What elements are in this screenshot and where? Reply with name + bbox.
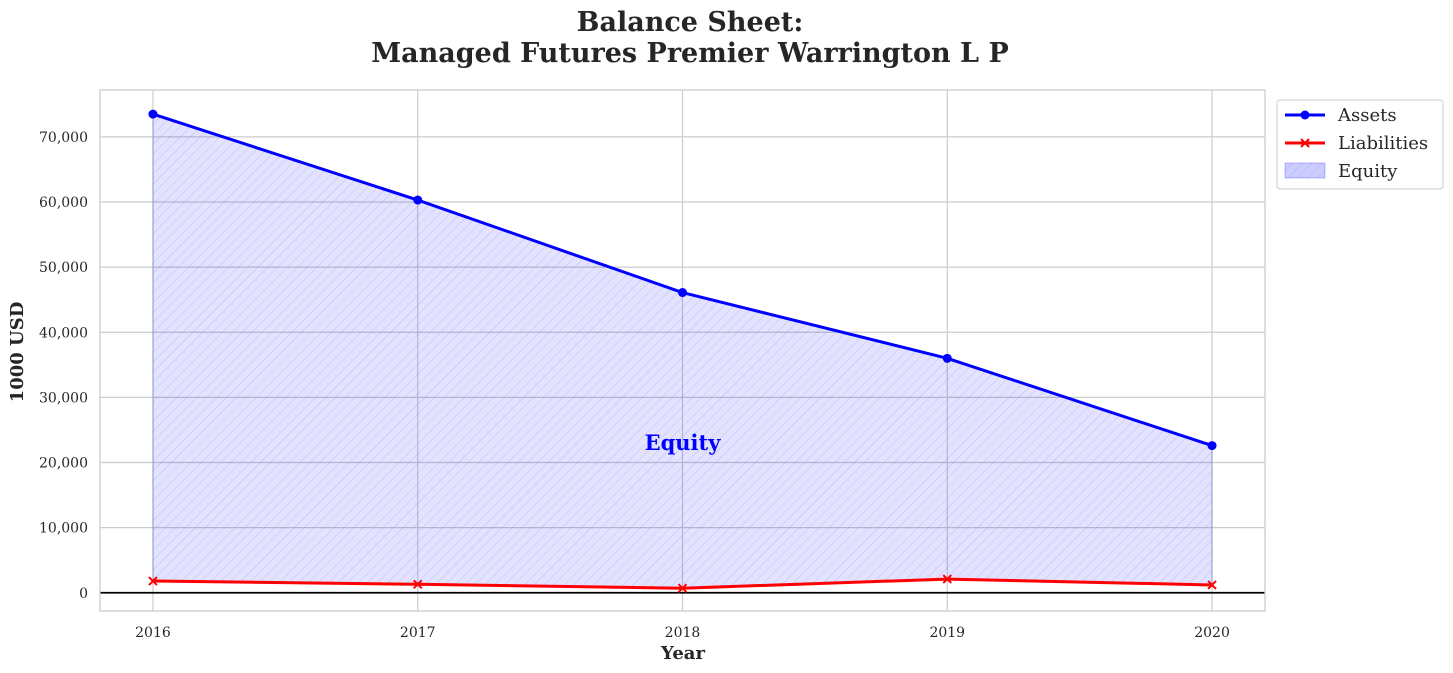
- assets-point: [678, 288, 687, 298]
- y-axis-label: 1000 USD: [7, 302, 28, 403]
- liabilities-point: [677, 583, 688, 593]
- legend-assets-marker: [1300, 110, 1310, 120]
- legend-liabilities-label: Liabilities: [1338, 133, 1428, 154]
- plot-frame: [99, 89, 1266, 612]
- y-axis-ticks: 0 10,000 20,000 30,000 40,000 50,000 60,000 70,…: [39, 130, 88, 602]
- x-axis-ticks: 2016 2017 2018 2019 2020: [135, 625, 1230, 641]
- plot-area: Equity: [99, 89, 1266, 612]
- liabilities-point: [1207, 580, 1217, 590]
- assets-point: [413, 195, 423, 205]
- x-axis-label: Year: [660, 643, 705, 664]
- y-tick-label: 60,000: [39, 195, 88, 211]
- x-tick-label: 2018: [665, 625, 701, 641]
- chart-title-line-1: Balance Sheet:: [577, 7, 804, 38]
- assets-point: [942, 353, 952, 363]
- series-lines: [148, 109, 1217, 593]
- legend-assets-label: Assets: [1337, 105, 1397, 126]
- x-tick-label: 2016: [135, 625, 171, 641]
- y-tick-label: 70,000: [39, 130, 88, 146]
- assets-point: [148, 109, 158, 119]
- legend-equity-hatch: [1285, 163, 1325, 178]
- legend: Assets Liabilities Equity: [1276, 99, 1444, 190]
- x-tick-label: 2020: [1194, 625, 1230, 641]
- y-tick-label: 30,000: [39, 390, 88, 406]
- y-tick-label: 0: [79, 586, 88, 602]
- liabilities-point: [942, 574, 952, 584]
- liabilities-point: [148, 576, 158, 586]
- equity-annotation: Equity: [645, 430, 722, 455]
- x-tick-label: 2019: [929, 625, 965, 641]
- liabilities-point: [413, 579, 423, 590]
- y-tick-label: 40,000: [39, 325, 88, 341]
- equity-hatch: [152, 114, 1213, 589]
- legend-liabilities-marker: [1300, 138, 1310, 148]
- assets-point: [1207, 441, 1217, 451]
- y-tick-label: 10,000: [39, 521, 88, 537]
- y-tick-label: 20,000: [39, 456, 88, 472]
- legend-equity-label: Equity: [1338, 161, 1398, 182]
- chart-title-line-2: Managed Futures Premier Warrington L P: [371, 38, 1009, 69]
- y-tick-label: 50,000: [39, 260, 88, 276]
- x-tick-label: 2017: [400, 625, 436, 641]
